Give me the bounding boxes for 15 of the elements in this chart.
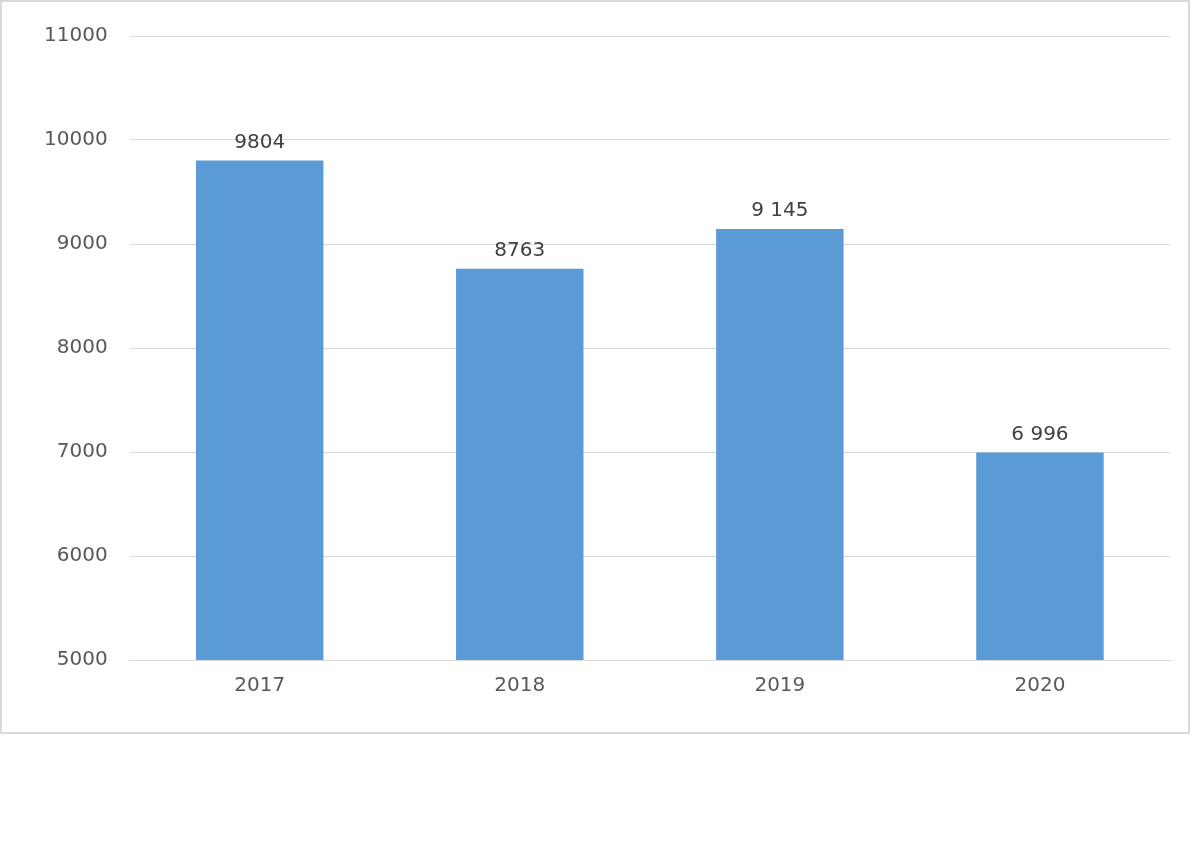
x-tick-label: 2020 [1014, 672, 1066, 697]
y-tick-label: 10000 [44, 126, 108, 151]
x-tick-label: 2019 [754, 672, 806, 697]
y-tick-label: 9000 [56, 230, 108, 255]
data-label: 9 145 [751, 197, 809, 222]
y-tick-label: 11000 [44, 22, 108, 47]
data-label: 6 996 [1011, 420, 1069, 445]
x-tick-label: 2018 [494, 672, 546, 697]
x-tick-label: 2017 [234, 672, 286, 697]
y-tick-label: 5000 [56, 646, 108, 671]
y-tick-label: 7000 [56, 438, 108, 463]
y-tick-label: 6000 [56, 542, 108, 567]
data-label: 8763 [494, 236, 546, 261]
y-tick-label: 8000 [56, 334, 108, 359]
data-label: 9804 [234, 128, 286, 153]
